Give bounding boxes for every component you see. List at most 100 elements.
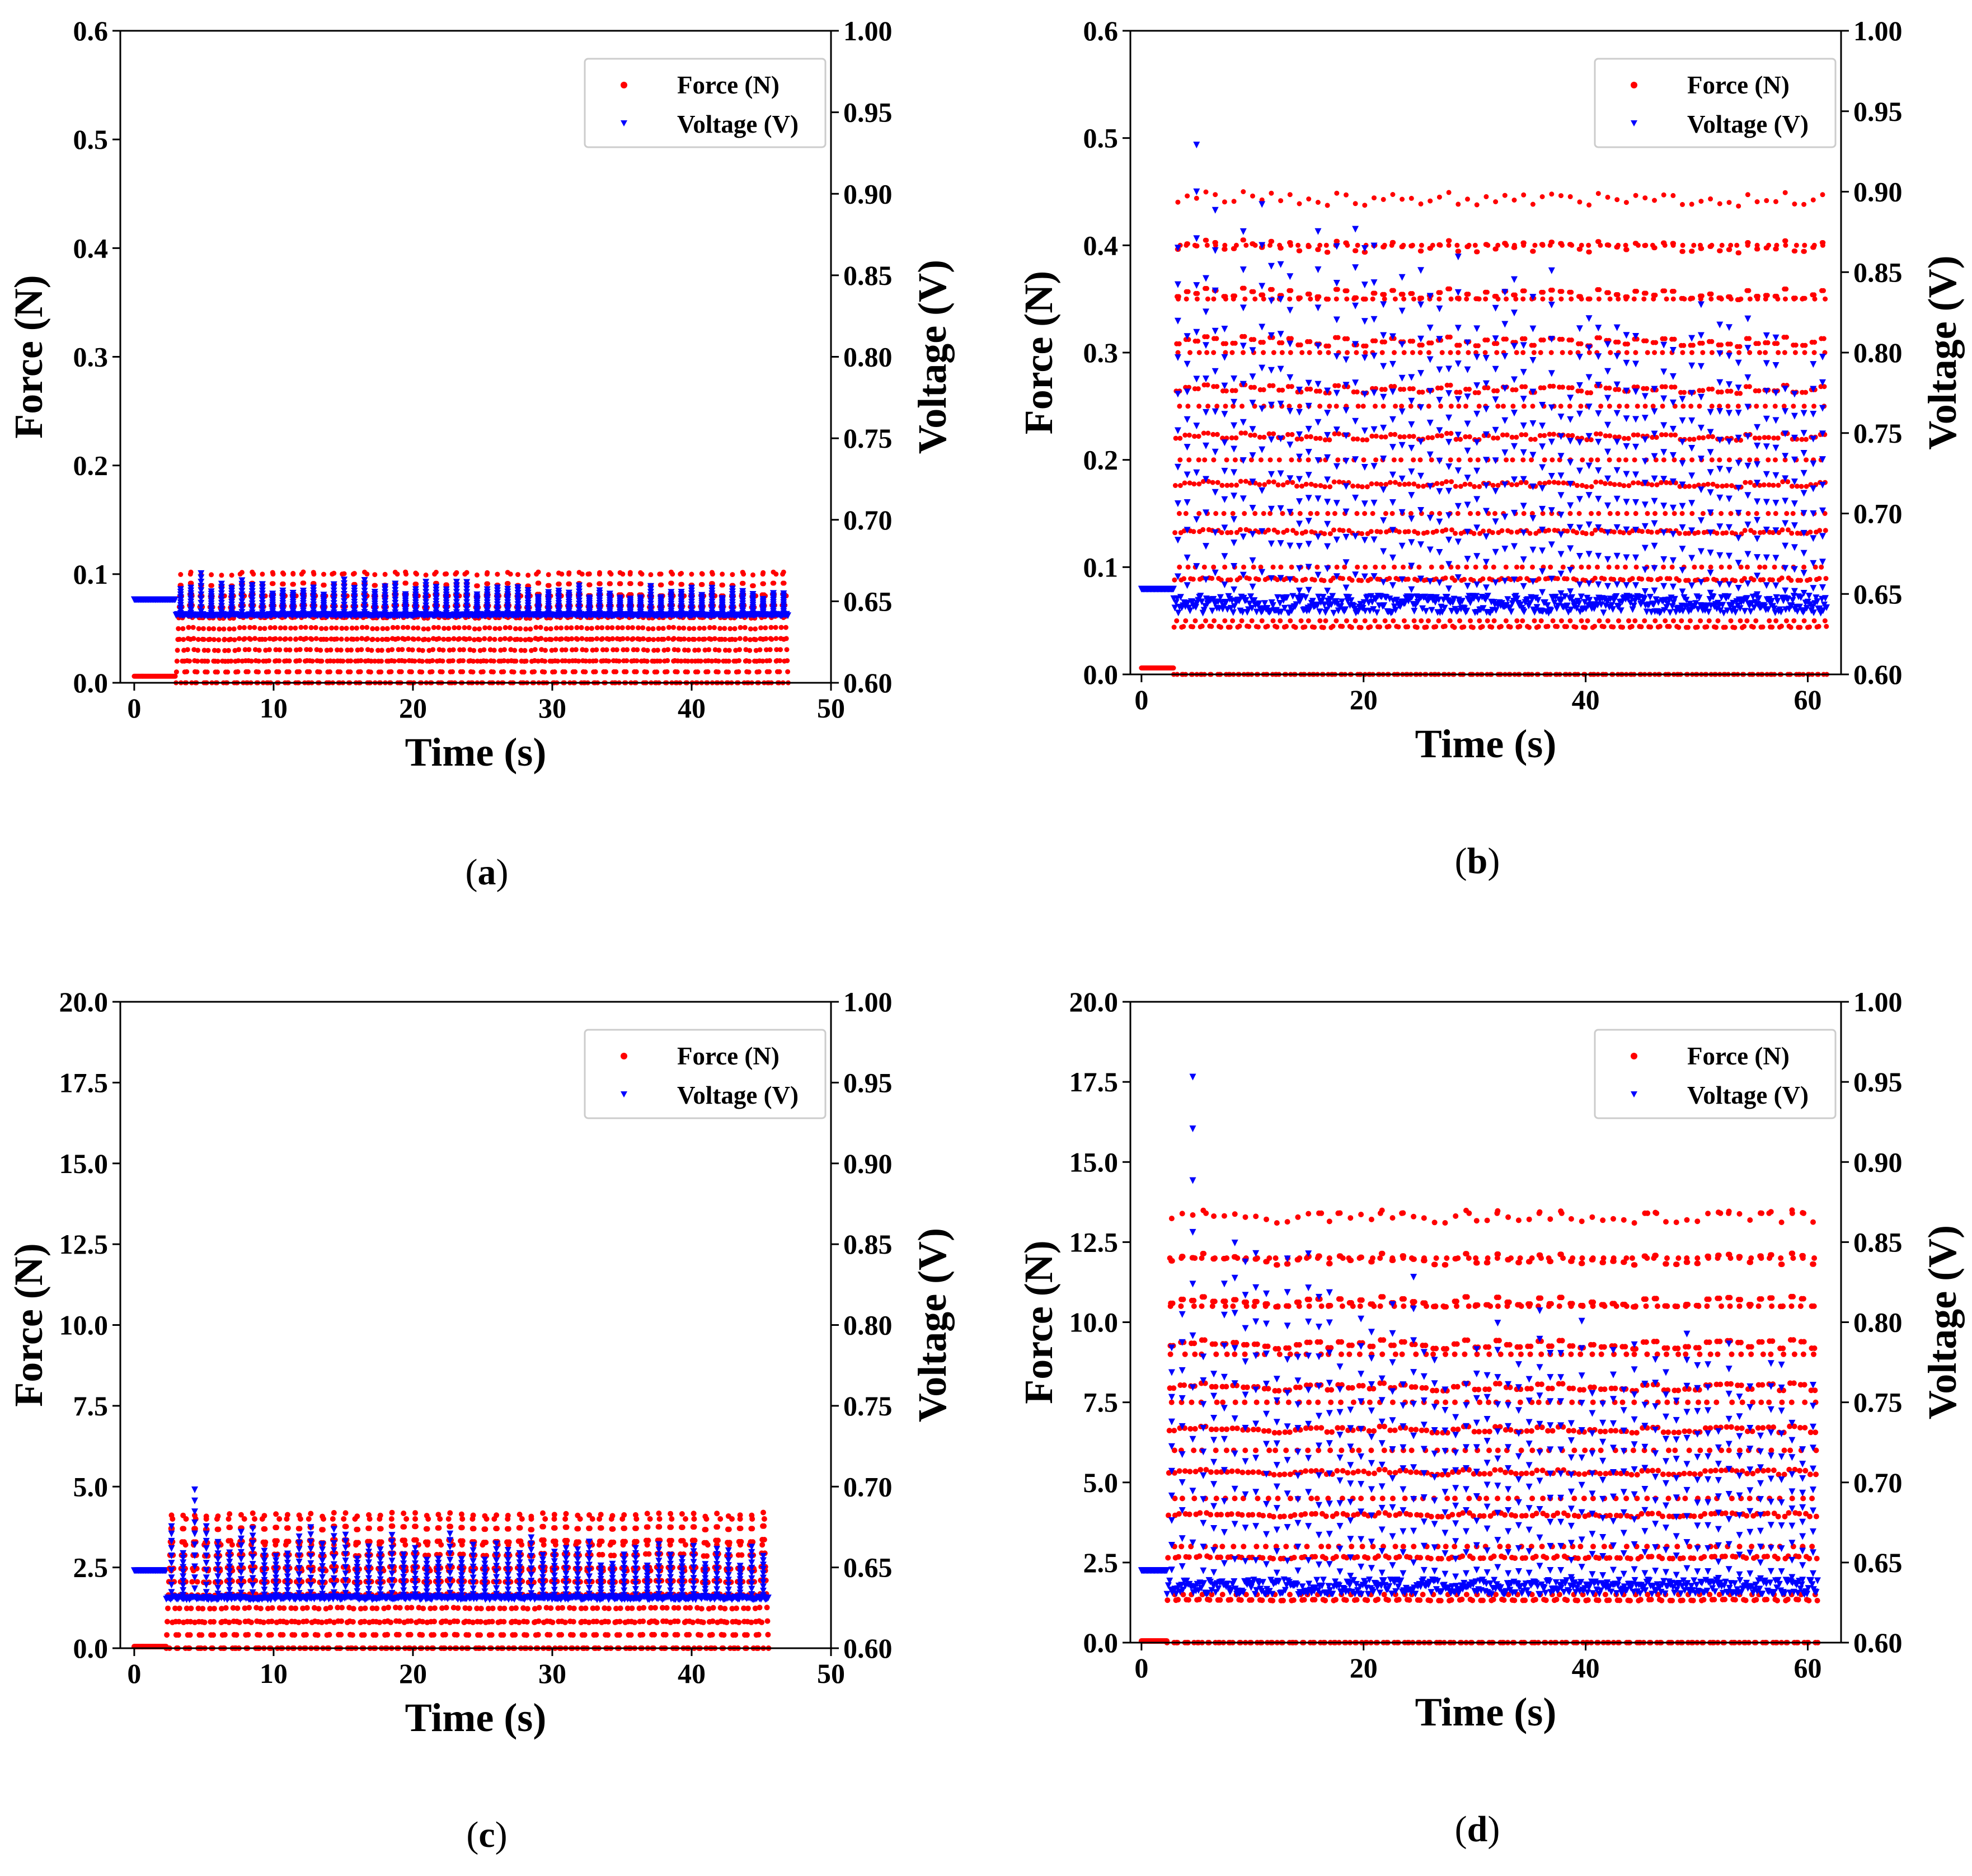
force-point	[1738, 564, 1744, 570]
force-point	[558, 625, 564, 631]
force-point	[1483, 296, 1489, 302]
force-point	[1393, 404, 1398, 409]
force-point	[1520, 618, 1525, 623]
force-point	[370, 626, 375, 631]
force-point	[1210, 480, 1215, 485]
force-point	[374, 626, 380, 631]
force-point	[1706, 618, 1712, 623]
force-point	[261, 658, 266, 664]
x-axis-label: Time (s)	[405, 730, 547, 775]
force-point	[746, 659, 752, 664]
force-point	[706, 647, 712, 653]
force-point	[1368, 576, 1373, 582]
force-point	[1652, 198, 1657, 203]
force-point	[375, 637, 381, 642]
force-point	[1735, 404, 1741, 409]
force-point	[1754, 404, 1759, 409]
force-point	[1697, 404, 1702, 409]
force-point	[1185, 193, 1190, 199]
force-point	[1616, 339, 1621, 345]
force-point	[1452, 578, 1458, 583]
voltage-point	[341, 602, 348, 609]
force-point	[1426, 350, 1431, 355]
force-point	[1246, 624, 1252, 629]
right-tick-label: 0.65	[843, 585, 893, 617]
force-point	[1241, 564, 1246, 570]
force-point	[1355, 242, 1360, 248]
force-point	[1222, 242, 1228, 248]
force-point	[1330, 623, 1336, 629]
force-point	[1363, 343, 1369, 349]
force-point	[651, 648, 657, 653]
force-point	[1630, 576, 1635, 581]
force-point	[1251, 289, 1256, 294]
force-point	[1289, 564, 1294, 570]
force-point	[1322, 484, 1327, 490]
force-point	[1416, 484, 1421, 489]
force-point	[1542, 457, 1547, 463]
force-point	[1334, 564, 1340, 570]
force-point	[497, 626, 503, 631]
force-point	[518, 648, 524, 653]
voltage-point	[269, 590, 276, 598]
force-point	[1573, 625, 1579, 630]
force-point	[474, 572, 480, 578]
force-point	[1671, 457, 1677, 463]
force-point	[1242, 296, 1248, 302]
force-point	[1586, 249, 1592, 255]
force-point	[1804, 484, 1809, 489]
force-point	[1755, 296, 1760, 302]
force-point	[313, 625, 318, 630]
voltage-point	[198, 595, 205, 603]
force-point	[502, 636, 508, 641]
force-point	[1453, 484, 1458, 489]
force-point	[1519, 564, 1525, 570]
voltage-point	[320, 592, 327, 599]
force-point	[1287, 296, 1293, 302]
force-point	[617, 636, 623, 642]
force-point	[1326, 350, 1331, 355]
force-point	[594, 647, 599, 653]
force-point	[181, 637, 186, 642]
force-point	[206, 626, 212, 631]
force-point	[1597, 618, 1602, 623]
force-point	[1353, 248, 1359, 254]
force-point	[1625, 341, 1631, 347]
force-point	[430, 647, 436, 653]
force-point	[415, 625, 421, 631]
force-point	[1631, 480, 1636, 486]
force-point	[1579, 564, 1584, 570]
force-point	[1680, 248, 1685, 254]
force-point	[1514, 564, 1519, 570]
force-point	[1567, 618, 1573, 623]
force-point	[290, 571, 296, 577]
force-point	[1782, 190, 1788, 195]
force-point	[1775, 435, 1781, 441]
force-point	[1503, 564, 1509, 570]
force-point	[358, 669, 363, 674]
force-point	[256, 658, 261, 664]
force-point	[1481, 528, 1486, 534]
force-point	[1372, 618, 1378, 623]
force-point	[750, 583, 756, 589]
force-point	[1355, 484, 1361, 489]
force-point	[1312, 625, 1317, 630]
force-point	[1540, 296, 1546, 302]
force-point	[301, 636, 307, 642]
force-point	[323, 626, 329, 631]
force-point	[1532, 343, 1537, 348]
force-point	[1224, 457, 1229, 463]
force-point	[1439, 481, 1445, 486]
force-point	[1771, 482, 1776, 488]
force-point	[1430, 242, 1435, 248]
force-point	[1326, 343, 1331, 349]
force-point	[1616, 618, 1621, 623]
force-point	[583, 669, 588, 674]
force-point	[1383, 482, 1389, 487]
voltage-point	[361, 577, 368, 584]
force-point	[1322, 531, 1327, 537]
force-point	[1368, 624, 1373, 630]
force-point	[756, 669, 762, 674]
force-point	[1504, 432, 1510, 438]
force-point	[1592, 575, 1598, 581]
